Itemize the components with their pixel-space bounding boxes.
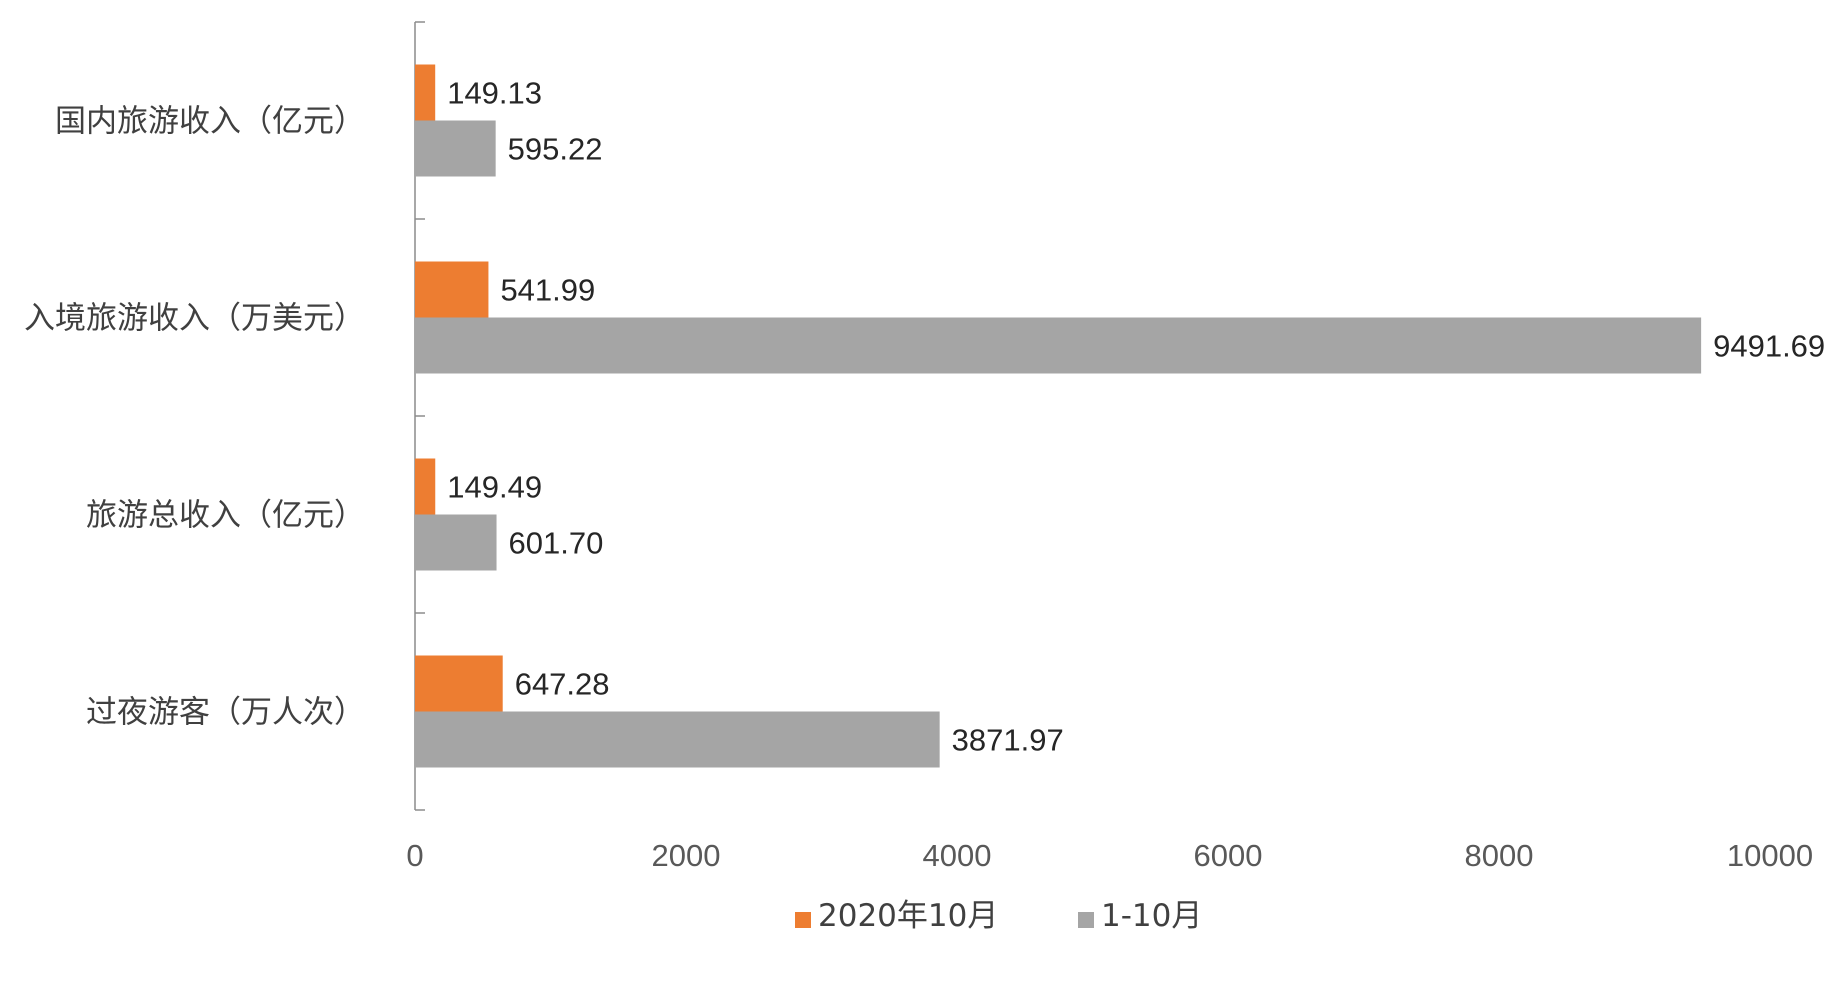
data-label: 601.70 — [509, 526, 604, 561]
bar-oct-2020-0 — [415, 64, 436, 121]
x-tick-label: 6000 — [1194, 838, 1263, 873]
data-label: 595.22 — [508, 132, 603, 167]
data-label: 9491.69 — [1713, 329, 1825, 364]
x-tick-label: 4000 — [923, 838, 992, 873]
bar-jan-oct-3 — [415, 711, 940, 768]
category-label: 国内旅游收入（亿元） — [55, 104, 365, 140]
legend-label: 1-10月 — [1101, 898, 1202, 934]
legend-swatch — [1078, 912, 1094, 928]
bars — [415, 64, 1702, 768]
data-label: 149.49 — [447, 470, 542, 505]
bar-oct-2020-3 — [415, 655, 503, 712]
legend-swatch — [795, 912, 811, 928]
x-tick-label: 0 — [406, 838, 423, 873]
legend-label: 2020年10月 — [818, 898, 998, 934]
category-labels: 国内旅游收入（亿元） 入境旅游收入（万美元） 旅游总收入（亿元） 过夜游客（万人次） — [24, 104, 365, 731]
x-tick-labels: 0 2000 4000 6000 8000 10000 — [406, 838, 1813, 873]
data-label: 3871.97 — [952, 723, 1064, 758]
data-label: 647.28 — [515, 667, 610, 702]
bar-jan-oct-2 — [415, 514, 497, 571]
bar-oct-2020-1 — [415, 261, 489, 318]
bar-jan-oct-1 — [415, 317, 1702, 374]
data-label: 541.99 — [500, 273, 595, 308]
category-label: 入境旅游收入（万美元） — [24, 301, 365, 337]
bar-jan-oct-0 — [415, 120, 496, 177]
x-tick-label: 10000 — [1727, 838, 1813, 873]
data-labels: 149.13 595.22 541.99 9491.69 149.49 601.70 647… — [447, 76, 1825, 758]
category-label: 过夜游客（万人次） — [86, 695, 365, 731]
x-tick-label: 2000 — [652, 838, 721, 873]
category-label: 旅游总收入（亿元） — [86, 498, 365, 534]
legend: 2020年10月 1-10月 — [795, 898, 1202, 934]
bar-oct-2020-2 — [415, 458, 436, 515]
x-tick-label: 8000 — [1465, 838, 1534, 873]
data-label: 149.13 — [447, 76, 542, 111]
